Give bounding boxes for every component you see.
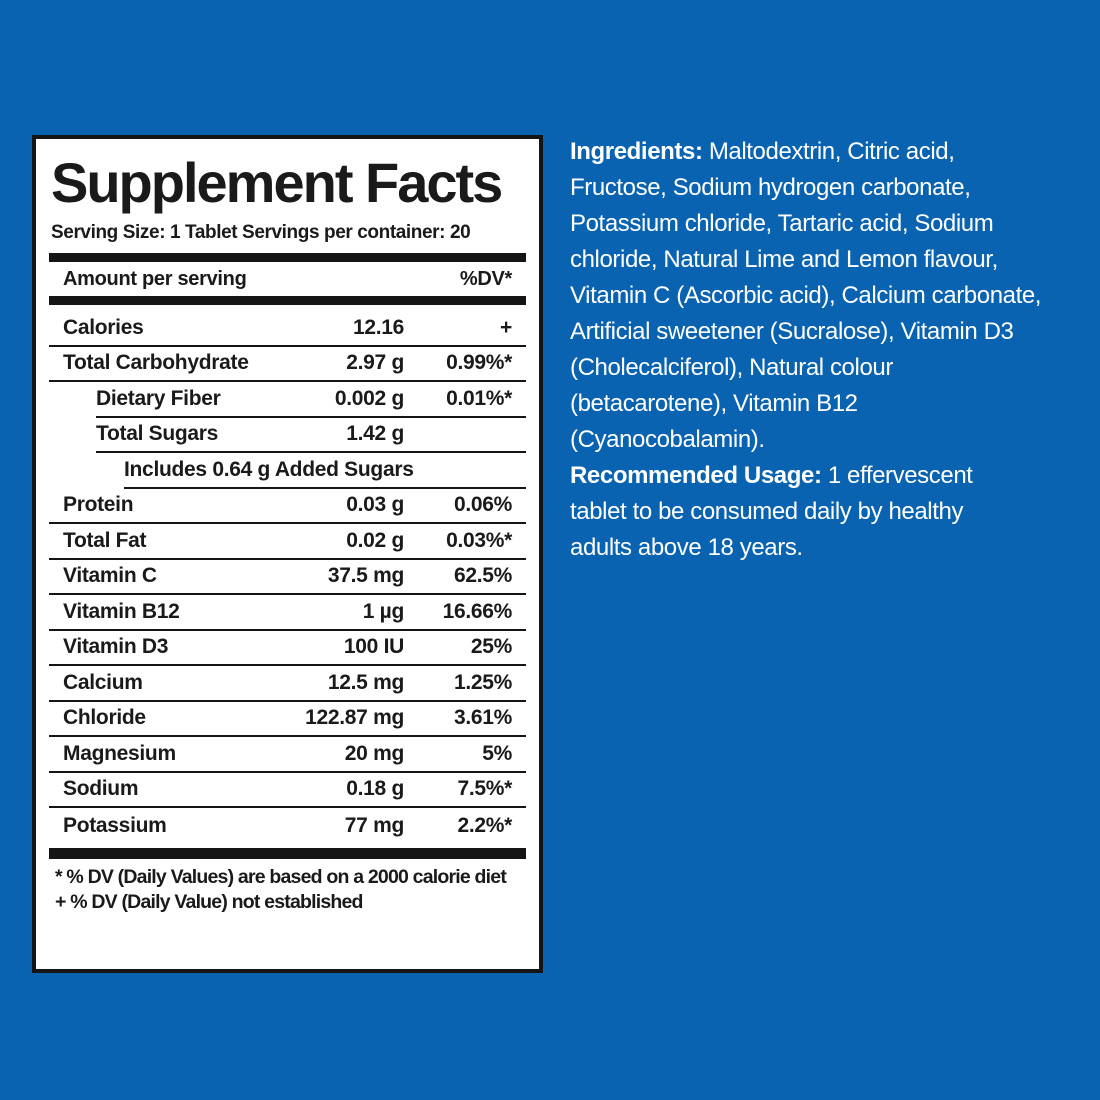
row-amount: 0.03 g bbox=[346, 493, 404, 517]
table-row-total-carbohydrate: Total Carbohydrate 2.97 g 0.99%* bbox=[49, 347, 526, 382]
row-name: Potassium bbox=[63, 813, 167, 837]
table-header-row: Amount per serving %DV* bbox=[49, 262, 526, 296]
table-row-vitamin-c: Vitamin C 37.5 mg 62.5% bbox=[49, 560, 526, 595]
row-amount: 1 µg bbox=[362, 599, 405, 623]
recommended-usage-line: Recommended Usage: 1 effervescent bbox=[570, 458, 1090, 494]
supplement-facts-panel: Supplement Facts Serving Size: 1 Tablet … bbox=[32, 135, 543, 973]
row-name: Protein bbox=[63, 493, 134, 517]
row-name: Magnesium bbox=[63, 741, 176, 765]
row-name: Vitamin C bbox=[63, 564, 157, 588]
row-name: Vitamin D3 bbox=[63, 635, 169, 659]
dv-header: %DV* bbox=[459, 268, 512, 290]
divider-thick-bottom bbox=[49, 847, 526, 859]
row-name: Total Carbohydrate bbox=[63, 351, 249, 375]
ingredients-and-usage-panel: Ingredients: Maltodextrin, Citric acid, … bbox=[570, 134, 1090, 566]
table-row-calories: Calories 12.16 + bbox=[49, 311, 526, 347]
table-row-sodium: Sodium 0.18 g 7.5%* bbox=[49, 773, 526, 808]
row-amount: 37.5 mg bbox=[327, 564, 404, 588]
row-name: Calcium bbox=[63, 670, 143, 694]
ingredients-line: Vitamin C (Ascorbic acid), Calcium carbo… bbox=[570, 282, 1042, 309]
ingredients-line: chloride, Natural Lime and Lemon flavour… bbox=[570, 246, 998, 273]
table-row-chloride: Chloride 122.87 mg 3.61% bbox=[49, 702, 526, 737]
row-dv: 0.01%* bbox=[446, 386, 512, 410]
row-amount: 20 mg bbox=[344, 741, 405, 765]
row-name: Vitamin B12 bbox=[63, 599, 180, 623]
row-dv: 1.25% bbox=[453, 670, 512, 694]
table-row-potassium: Potassium 77 mg 2.2%* bbox=[49, 808, 526, 844]
row-name: Dietary Fiber bbox=[96, 386, 221, 410]
table-row-vitamin-d3: Vitamin D3 100 IU 25% bbox=[49, 631, 526, 666]
row-amount: 1.42 g bbox=[346, 422, 404, 446]
recommended-usage-line: tablet to be consumed daily by healthy bbox=[570, 498, 964, 525]
row-dv: 0.99%* bbox=[446, 351, 512, 375]
row-name: Total Fat bbox=[63, 528, 147, 552]
row-dv: + bbox=[500, 315, 512, 339]
nutrient-table: Calories 12.16 + Total Carbohydrate 2.97… bbox=[49, 305, 526, 844]
row-dv: 0.03%* bbox=[446, 528, 512, 552]
ingredients-line: Fructose, Sodium hydrogen carbonate, bbox=[570, 174, 971, 201]
recommended-usage-line: adults above 18 years. bbox=[570, 534, 803, 561]
ingredients-label: Ingredients: bbox=[570, 138, 703, 165]
row-amount: 0.18 g bbox=[346, 777, 404, 801]
serving-size-line: Serving Size: 1 Tablet Servings per cont… bbox=[51, 222, 471, 243]
ingredients-text: Maltodextrin, Citric acid, bbox=[702, 138, 955, 165]
ingredients-line: (betacarotene), Vitamin B12 bbox=[570, 390, 858, 417]
table-row-total-sugars: Total Sugars 1.42 g bbox=[96, 418, 526, 453]
table-row-total-fat: Total Fat 0.02 g 0.03%* bbox=[49, 524, 526, 560]
row-amount: 122.87 mg bbox=[305, 706, 404, 730]
row-dv: 3.61% bbox=[453, 706, 512, 730]
recommended-usage-label: Recommended Usage: bbox=[570, 462, 822, 489]
row-dv: 0.06% bbox=[453, 493, 512, 517]
divider-thick-top bbox=[49, 253, 526, 262]
table-row-vitamin-b12: Vitamin B12 1 µg 16.66% bbox=[49, 595, 526, 631]
row-name: Sodium bbox=[63, 777, 139, 801]
row-dv: 25% bbox=[470, 635, 512, 659]
table-row-protein: Protein 0.03 g 0.06% bbox=[49, 489, 526, 524]
amount-per-serving-header: Amount per serving bbox=[63, 268, 247, 290]
ingredients-line: Ingredients: Maltodextrin, Citric acid, bbox=[570, 134, 1090, 170]
supplement-facts-title: Supplement Facts bbox=[51, 151, 503, 214]
table-row-dietary-fiber: Dietary Fiber 0.002 g 0.01%* bbox=[96, 382, 526, 418]
row-name: Chloride bbox=[63, 706, 146, 730]
row-name: Includes 0.64 g Added Sugars bbox=[124, 457, 414, 481]
footnote-not-established: + % DV (Daily Value) not established bbox=[55, 891, 363, 913]
ingredients-line: (Cyanocobalamin). bbox=[570, 426, 765, 453]
row-dv: 62.5% bbox=[453, 564, 512, 588]
row-amount: 12.5 mg bbox=[327, 670, 404, 694]
row-dv: 5% bbox=[482, 741, 512, 765]
row-amount: 100 IU bbox=[343, 635, 404, 659]
row-amount: 77 mg bbox=[344, 813, 405, 837]
row-amount: 0.002 g bbox=[334, 386, 404, 410]
row-name: Calories bbox=[63, 315, 144, 339]
table-row-added-sugars: Includes 0.64 g Added Sugars bbox=[124, 453, 526, 489]
table-row-magnesium: Magnesium 20 mg 5% bbox=[49, 737, 526, 773]
row-dv: 16.66% bbox=[442, 599, 513, 623]
footnotes: * % DV (Daily Values) are based on a 200… bbox=[49, 865, 526, 916]
row-amount: 2.97 g bbox=[346, 351, 404, 375]
row-dv: 2.2%* bbox=[457, 813, 512, 837]
divider-thick-middle bbox=[49, 296, 526, 305]
footnote-daily-values: * % DV (Daily Values) are based on a 200… bbox=[55, 865, 507, 888]
row-name: Total Sugars bbox=[96, 422, 219, 446]
row-dv: 7.5%* bbox=[457, 777, 512, 801]
ingredients-line: Artificial sweetener (Sucralose), Vitami… bbox=[570, 318, 1014, 345]
table-row-calcium: Calcium 12.5 mg 1.25% bbox=[49, 666, 526, 702]
row-amount: 0.02 g bbox=[346, 528, 404, 552]
row-amount: 12.16 bbox=[352, 315, 404, 339]
ingredients-line: (Cholecalciferol), Natural colour bbox=[570, 354, 893, 381]
recommended-usage-text: 1 effervescent bbox=[821, 462, 973, 489]
ingredients-line: Potassium chloride, Tartaric acid, Sodiu… bbox=[570, 210, 994, 237]
